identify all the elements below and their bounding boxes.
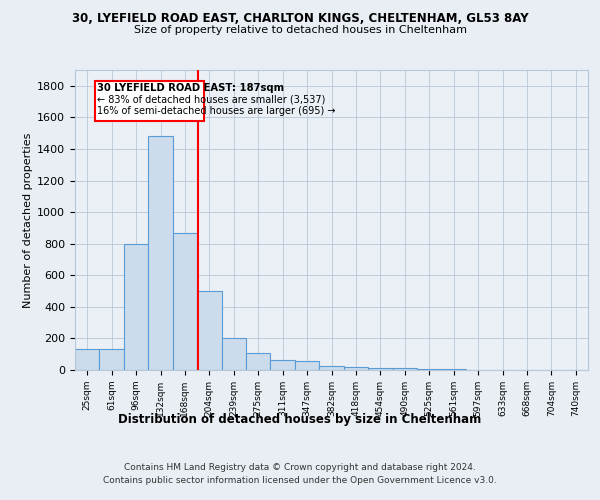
Bar	[368, 368, 392, 370]
Bar	[417, 368, 442, 370]
Bar	[124, 244, 148, 370]
Text: Contains public sector information licensed under the Open Government Licence v3: Contains public sector information licen…	[103, 476, 497, 485]
Bar	[148, 136, 173, 370]
Bar	[319, 366, 344, 370]
Text: Contains HM Land Registry data © Crown copyright and database right 2024.: Contains HM Land Registry data © Crown c…	[124, 462, 476, 471]
Text: 30 LYEFIELD ROAD EAST: 187sqm: 30 LYEFIELD ROAD EAST: 187sqm	[97, 84, 284, 94]
Bar	[246, 352, 271, 370]
Bar	[295, 362, 319, 370]
Text: Distribution of detached houses by size in Cheltenham: Distribution of detached houses by size …	[118, 412, 482, 426]
Bar	[100, 350, 124, 370]
Bar	[344, 367, 368, 370]
Bar	[221, 338, 246, 370]
Text: 16% of semi-detached houses are larger (695) →: 16% of semi-detached houses are larger (…	[97, 106, 336, 116]
Bar	[442, 369, 466, 370]
Bar	[271, 360, 295, 370]
FancyBboxPatch shape	[95, 81, 205, 122]
Text: ← 83% of detached houses are smaller (3,537): ← 83% of detached houses are smaller (3,…	[97, 94, 326, 104]
Bar	[75, 350, 100, 370]
Text: 30, LYEFIELD ROAD EAST, CHARLTON KINGS, CHELTENHAM, GL53 8AY: 30, LYEFIELD ROAD EAST, CHARLTON KINGS, …	[71, 12, 529, 26]
Bar	[392, 368, 417, 370]
Y-axis label: Number of detached properties: Number of detached properties	[23, 132, 33, 308]
Text: Size of property relative to detached houses in Cheltenham: Size of property relative to detached ho…	[133, 25, 467, 35]
Bar	[197, 291, 221, 370]
Bar	[173, 232, 197, 370]
